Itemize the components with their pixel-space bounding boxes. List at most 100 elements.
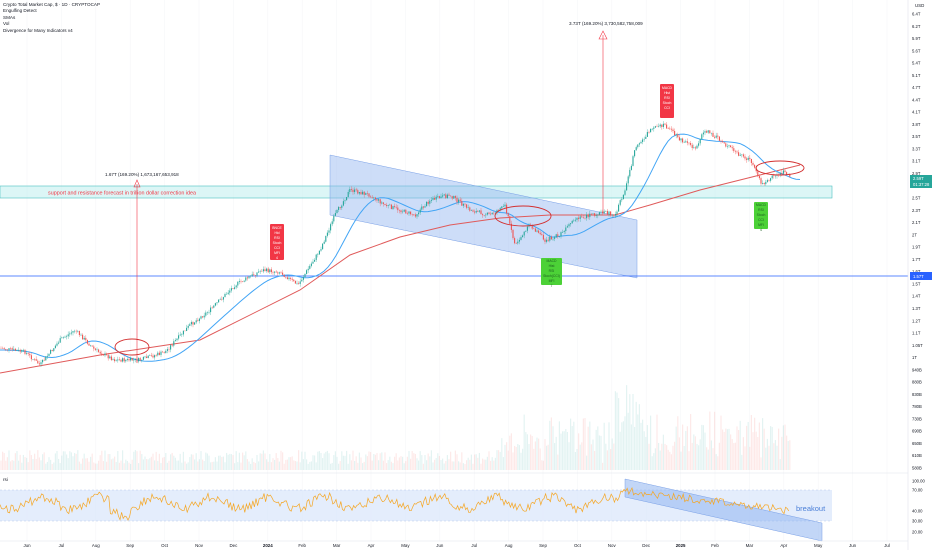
chart-title[interactable]: Crypto Total Market Cap, $ · 1D · CRYPTO… xyxy=(3,2,101,7)
candle xyxy=(634,150,636,157)
candle xyxy=(382,202,384,204)
volume-bar xyxy=(485,459,487,470)
indicator-1[interactable]: Engulfing Detect xyxy=(3,8,37,14)
volume-bar xyxy=(186,463,188,470)
volume-bar xyxy=(98,460,100,470)
candle xyxy=(317,254,319,255)
time-axis[interactable]: Jun Jul Aug Sep Oct Nov Dec 2024 Feb Mar Apr May Jun… xyxy=(23,543,889,548)
candle xyxy=(120,359,122,362)
descending-channel[interactable] xyxy=(329,154,638,279)
candle xyxy=(74,330,76,332)
candle xyxy=(75,330,77,332)
candle xyxy=(307,268,309,271)
volume-bar xyxy=(66,454,68,470)
candle xyxy=(350,189,352,190)
signal-label-line: Stoch xyxy=(273,241,282,245)
candle xyxy=(310,263,312,266)
volume-bar xyxy=(54,453,56,470)
volume-bar xyxy=(325,451,327,470)
support-band[interactable] xyxy=(0,185,833,199)
candle xyxy=(93,346,95,349)
volume-bar xyxy=(456,454,458,470)
volume-bar xyxy=(75,453,77,470)
candle xyxy=(630,165,632,170)
volume-bar xyxy=(568,442,570,470)
volume-bar xyxy=(19,454,21,470)
time-tick-label: Apr xyxy=(368,543,375,548)
ellipse-1[interactable] xyxy=(114,338,150,356)
candle xyxy=(640,141,642,144)
level-price-tag[interactable] xyxy=(910,272,932,280)
volume-bar xyxy=(547,444,549,470)
volume-bar xyxy=(40,460,42,470)
candle xyxy=(94,348,96,350)
price-tick-label: 2.1T xyxy=(912,220,921,225)
volume-bar xyxy=(627,412,629,470)
volume-bar xyxy=(347,463,349,470)
volume-bar xyxy=(173,455,175,470)
candle xyxy=(96,349,98,351)
time-tick-label: Mar xyxy=(746,543,754,548)
volume-bar xyxy=(590,444,592,470)
ellipse-2[interactable] xyxy=(494,205,552,227)
ellipse-3[interactable] xyxy=(755,160,805,176)
candle xyxy=(496,210,498,213)
volume-bar xyxy=(614,391,616,470)
indicator-3[interactable]: Vol xyxy=(3,21,10,27)
candle xyxy=(229,290,231,293)
volume-bar xyxy=(77,450,79,470)
volume-bar xyxy=(622,421,624,470)
volume-bar xyxy=(323,453,325,470)
volume-bar xyxy=(422,463,424,470)
bear-signal-1[interactable] xyxy=(270,224,284,260)
candle xyxy=(34,359,36,360)
volume-bar xyxy=(101,450,103,470)
volume-bar xyxy=(376,453,378,470)
volume-bar xyxy=(62,451,64,470)
volume-bar xyxy=(106,461,108,470)
price-axis[interactable]: 6.4T 6.2T 5.9T 5.6T 5.4T 5.1T 4.7T 4.4T 4.1T 3.8T… xyxy=(912,12,923,471)
candle xyxy=(226,293,228,295)
volume-bar xyxy=(435,458,437,470)
candle xyxy=(173,341,175,346)
current-price-tag[interactable] xyxy=(910,175,932,188)
volume-bar xyxy=(683,445,685,470)
indicator-2[interactable]: SMAs xyxy=(3,14,16,20)
candle xyxy=(163,352,165,354)
bull-signal-1[interactable] xyxy=(754,202,768,229)
candle xyxy=(358,192,360,194)
volume-bar xyxy=(208,455,210,470)
volume-bar xyxy=(38,457,40,470)
candle xyxy=(627,176,629,184)
volume-bar xyxy=(190,454,192,470)
time-tick-label: 2024 xyxy=(263,543,273,548)
candle xyxy=(179,334,181,336)
candle xyxy=(251,274,253,276)
candle xyxy=(517,241,519,244)
bear-signal-2[interactable] xyxy=(660,84,674,118)
candle xyxy=(491,212,493,215)
bull-signal-2[interactable] xyxy=(541,258,562,285)
volume-bar xyxy=(210,462,212,470)
volume-bar xyxy=(245,451,247,470)
volume-bar xyxy=(382,460,384,470)
candle xyxy=(587,214,589,218)
candle xyxy=(314,259,316,262)
indicator-4[interactable]: Divergence for Many Indicators v4 xyxy=(3,27,73,33)
volume-bar xyxy=(766,438,768,470)
volume-bar xyxy=(270,462,272,470)
candle xyxy=(589,213,591,218)
volume-bar xyxy=(24,457,26,470)
time-tick-label: Feb xyxy=(711,543,719,548)
volume-bar xyxy=(134,450,136,470)
candle xyxy=(662,123,664,127)
volume-bar xyxy=(440,460,442,470)
volume-bar xyxy=(408,450,410,470)
volume-bar xyxy=(526,434,528,470)
candle xyxy=(250,275,252,277)
volume-bar xyxy=(755,431,757,470)
volume-bar xyxy=(550,417,552,470)
